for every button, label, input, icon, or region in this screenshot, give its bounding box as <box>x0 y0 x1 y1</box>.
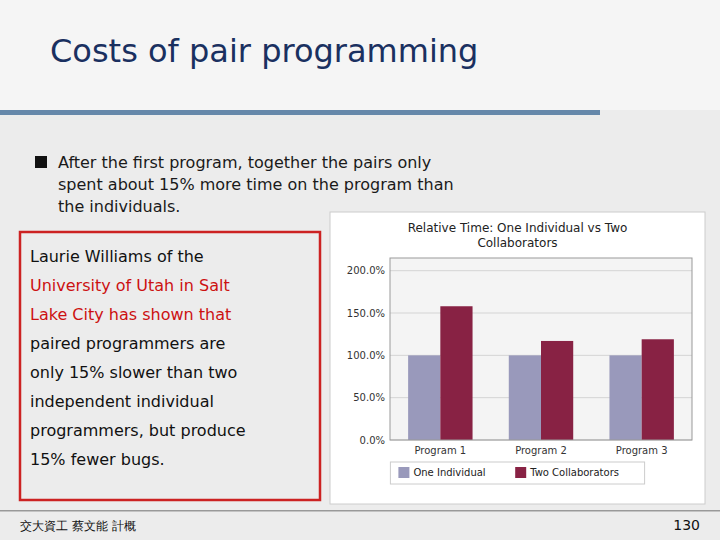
grid-line <box>390 270 692 271</box>
footer-left: 交大資工 蔡文能 計概 <box>20 519 136 533</box>
background <box>0 0 720 540</box>
body-text: independent individual <box>30 392 214 411</box>
chart-title-line: Collaborators <box>477 236 557 250</box>
plot-frame <box>390 258 692 440</box>
body-text: Lake City has shown that <box>30 305 231 324</box>
bullet-text: the individuals. <box>58 197 180 216</box>
y-tick-label: 200.0% <box>347 265 385 276</box>
y-tick-label: 150.0% <box>347 308 385 319</box>
x-tick-label: Program 1 <box>414 445 466 456</box>
bar <box>440 306 472 440</box>
grid-line <box>390 313 692 314</box>
chart-box <box>330 212 705 504</box>
legend-swatch <box>398 467 409 478</box>
legend-box <box>390 462 644 484</box>
bullet-text: After the first program, together the pa… <box>58 153 431 172</box>
bar <box>642 339 674 440</box>
bar <box>408 355 440 440</box>
legend-swatch <box>515 467 526 478</box>
title-band <box>0 0 720 110</box>
page: Costs of pair programming After the first… <box>0 0 720 540</box>
divider <box>0 110 600 115</box>
x-tick-label: Program 2 <box>515 445 567 456</box>
body-text: only 15% slower than two <box>30 363 237 382</box>
y-tick-label: 100.0% <box>347 350 385 361</box>
bullet-text: spent about 15% more time on the program… <box>58 175 454 194</box>
plot-area <box>390 258 692 440</box>
x-tick-label: Program 3 <box>616 445 668 456</box>
bar <box>609 355 641 440</box>
body-text: 15% fewer bugs. <box>30 450 165 469</box>
footer-right: 130 <box>673 517 700 533</box>
footer-line <box>0 510 720 512</box>
y-tick-label: 0.0% <box>360 435 385 446</box>
legend: One Individual Two Collaborators <box>390 462 644 484</box>
body-text: Laurie Williams of the <box>30 247 204 266</box>
text-box <box>20 232 320 500</box>
body-text: University of Utah in Salt <box>30 276 230 295</box>
bullet <box>35 156 47 168</box>
page-title: Costs of pair programming <box>50 32 478 70</box>
chart-title-line: Relative Time: One Individual vs Two <box>408 221 628 235</box>
legend-label: One Individual <box>413 467 485 478</box>
bars <box>408 306 674 440</box>
legend-label: Two Collaborators <box>529 467 619 478</box>
bar <box>509 355 541 440</box>
chart-title: Relative Time: One Individual vs TwoColl… <box>408 221 628 250</box>
bar <box>541 341 573 440</box>
body-text: paired programmers are <box>30 334 225 353</box>
y-tick-label: 50.0% <box>353 392 385 403</box>
body-text: programmers, but produce <box>30 421 246 440</box>
